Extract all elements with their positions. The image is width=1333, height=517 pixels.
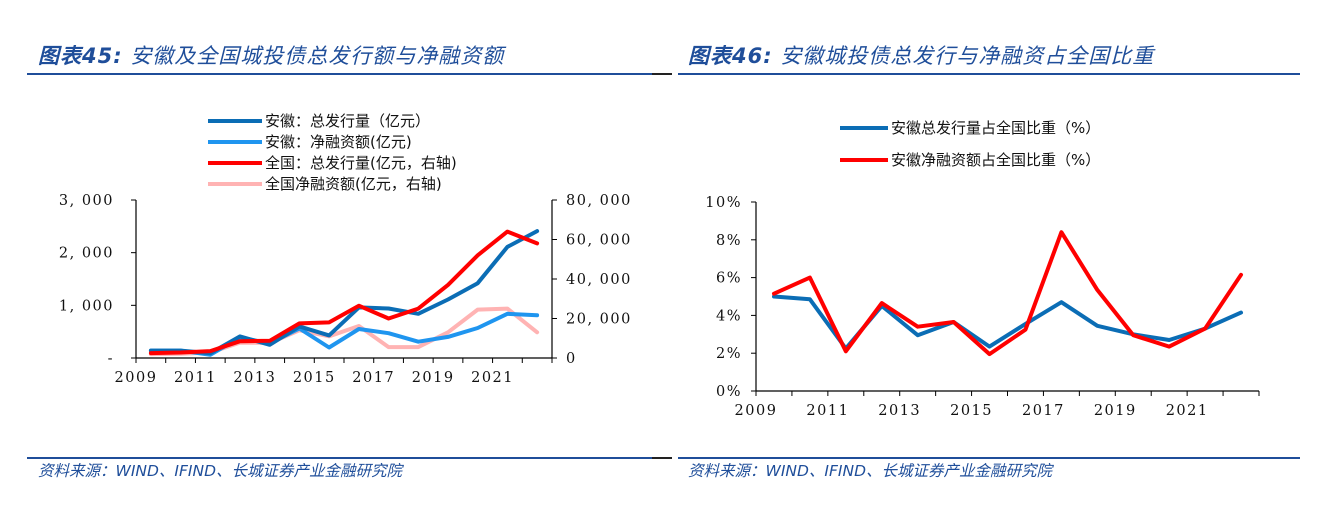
divider-mark [652, 73, 672, 75]
figure-46-source: 资料来源：WIND、IFIND、长城证券产业金融研究院 [688, 462, 1053, 480]
x-tick-label: 2009 [115, 370, 158, 386]
chart-45: 安徽：总发行量（亿元） 安徽：净融资额(亿元) 全国：总发行量(亿元，右轴) 全国净融… [59, 112, 632, 386]
x-tick-label: 2013 [233, 370, 276, 386]
x-tick-label: 2009 [735, 403, 778, 419]
y-left-tick-label: 0% [716, 384, 742, 400]
y-right-tick-label: 80, 000 [566, 193, 632, 209]
figure-46-source-rule [678, 457, 1300, 459]
series-line-2 [148, 229, 540, 356]
figure-46-title-text: 安徽城投债总发行与净融资占全国比重 [780, 44, 1155, 68]
y-right-tick-label: 40, 000 [566, 272, 632, 288]
chart-45-series [148, 229, 540, 357]
legend-label: 安徽总发行量占全国比重（%） [891, 119, 1100, 137]
legend-label: 安徽：净融资额(亿元) [265, 133, 412, 151]
legend-label: 全国净融资额(亿元，右轴) [265, 175, 442, 193]
x-tick-label: 2021 [471, 370, 514, 386]
figure-45-source: 资料来源：WIND、IFIND、长城证券产业金融研究院 [38, 462, 403, 480]
y-left-tick-label: 3, 000 [59, 193, 114, 209]
y-left-tick-label: 8% [716, 233, 742, 249]
figure-46-prefix: 图表46: [688, 44, 773, 68]
chart-45-legend: 安徽：总发行量（亿元） 安徽：净融资额(亿元) 全国：总发行量(亿元，右轴) 全国净融… [208, 112, 457, 193]
y-left-tick-label: 2% [716, 346, 742, 362]
y-right-tick-label: 20, 000 [566, 312, 632, 328]
legend-label: 安徽：总发行量（亿元） [265, 112, 430, 130]
divider-mark-bottom [652, 457, 672, 459]
y-left-tick-label: 10% [705, 195, 742, 211]
legend-label: 安徽净融资额占全国比重（%） [891, 151, 1100, 169]
x-tick-label: 2015 [293, 370, 336, 386]
figure-45-title: 图表45: 安徽及全国城投债总发行额与净融资额 [38, 40, 504, 70]
x-tick-label: 2011 [174, 370, 217, 386]
x-tick-label: 2021 [1166, 403, 1209, 419]
y-left-tick-label: - [108, 351, 114, 367]
figure-46-title: 图表46: 安徽城投债总发行与净融资占全国比重 [688, 40, 1154, 70]
chart-46-axes: 2009 2011 2013 2015 2017 2019 2021 0% 2% 4% 6% 8% 10… [705, 195, 1260, 419]
x-tick-label: 2017 [352, 370, 395, 386]
series-line-0 [148, 229, 540, 356]
y-left-tick-label: 1, 000 [59, 298, 114, 314]
figure-45-source-rule [27, 457, 652, 459]
chart-45-axes: 2009 2011 2013 2015 2017 2019 2021 - 1, 000 2, 00… [59, 193, 632, 386]
x-tick-label: 2019 [1094, 403, 1137, 419]
x-tick-label: 2013 [878, 403, 921, 419]
chart-46-legend: 安徽总发行量占全国比重（%） 安徽净融资额占全国比重（%） [840, 119, 1100, 169]
figure-45-title-rule [27, 73, 652, 75]
y-left-tick-label: 6% [716, 271, 742, 287]
chart-46-series [772, 230, 1243, 357]
figure-45-title-text: 安徽及全国城投债总发行额与净融资额 [130, 44, 505, 68]
y-right-tick-label: 60, 000 [566, 233, 632, 249]
y-right-tick-label: 0 [566, 351, 577, 367]
y-left-tick-label: 2, 000 [59, 246, 114, 262]
series-line-1 [772, 230, 1243, 357]
x-tick-label: 2017 [1022, 403, 1065, 419]
legend-label: 全国：总发行量(亿元，右轴) [265, 154, 457, 172]
chart-46: 安徽总发行量占全国比重（%） 安徽净融资额占全国比重（%） 2009 2011 201… [705, 119, 1260, 419]
figure-45-prefix: 图表45: [38, 44, 123, 68]
y-left-tick-label: 4% [716, 308, 742, 324]
x-tick-label: 2015 [950, 403, 993, 419]
x-tick-label: 2011 [806, 403, 849, 419]
figure-46-title-rule [678, 73, 1300, 75]
x-tick-label: 2019 [412, 370, 455, 386]
